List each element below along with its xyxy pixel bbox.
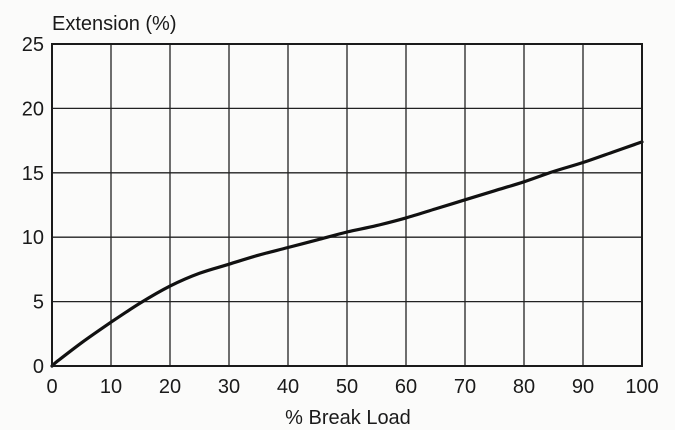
x-tick-label: 80 <box>513 376 535 398</box>
x-tick-label: 90 <box>572 376 594 398</box>
x-tick-label: 100 <box>625 376 658 398</box>
x-tick-label: 50 <box>336 376 358 398</box>
y-axis-label: Extension (%) <box>52 13 177 35</box>
grid-lines <box>51 43 643 367</box>
plot-frame <box>51 43 643 367</box>
series-line <box>50 140 644 368</box>
x-tick-label: 30 <box>218 376 240 398</box>
x-tick-label: 20 <box>159 376 181 398</box>
y-tick-label: 10 <box>22 227 44 249</box>
tick-labels: 0 10 20 30 40 50 60 70 80 90 100 0 5 10 15 20 25 <box>22 34 659 398</box>
series-layer <box>50 140 644 368</box>
x-axis-label: % Break Load <box>285 407 411 429</box>
y-tick-label: 25 <box>22 34 44 56</box>
y-tick-label: 20 <box>22 98 44 120</box>
x-tick-label: 0 <box>46 376 57 398</box>
x-tick-label: 10 <box>100 376 122 398</box>
x-tick-label: 40 <box>277 376 299 398</box>
y-tick-label: 15 <box>22 163 44 185</box>
y-tick-label: 0 <box>33 356 44 378</box>
x-tick-label: 60 <box>395 376 417 398</box>
y-tick-label: 5 <box>33 292 44 314</box>
x-tick-label: 70 <box>454 376 476 398</box>
